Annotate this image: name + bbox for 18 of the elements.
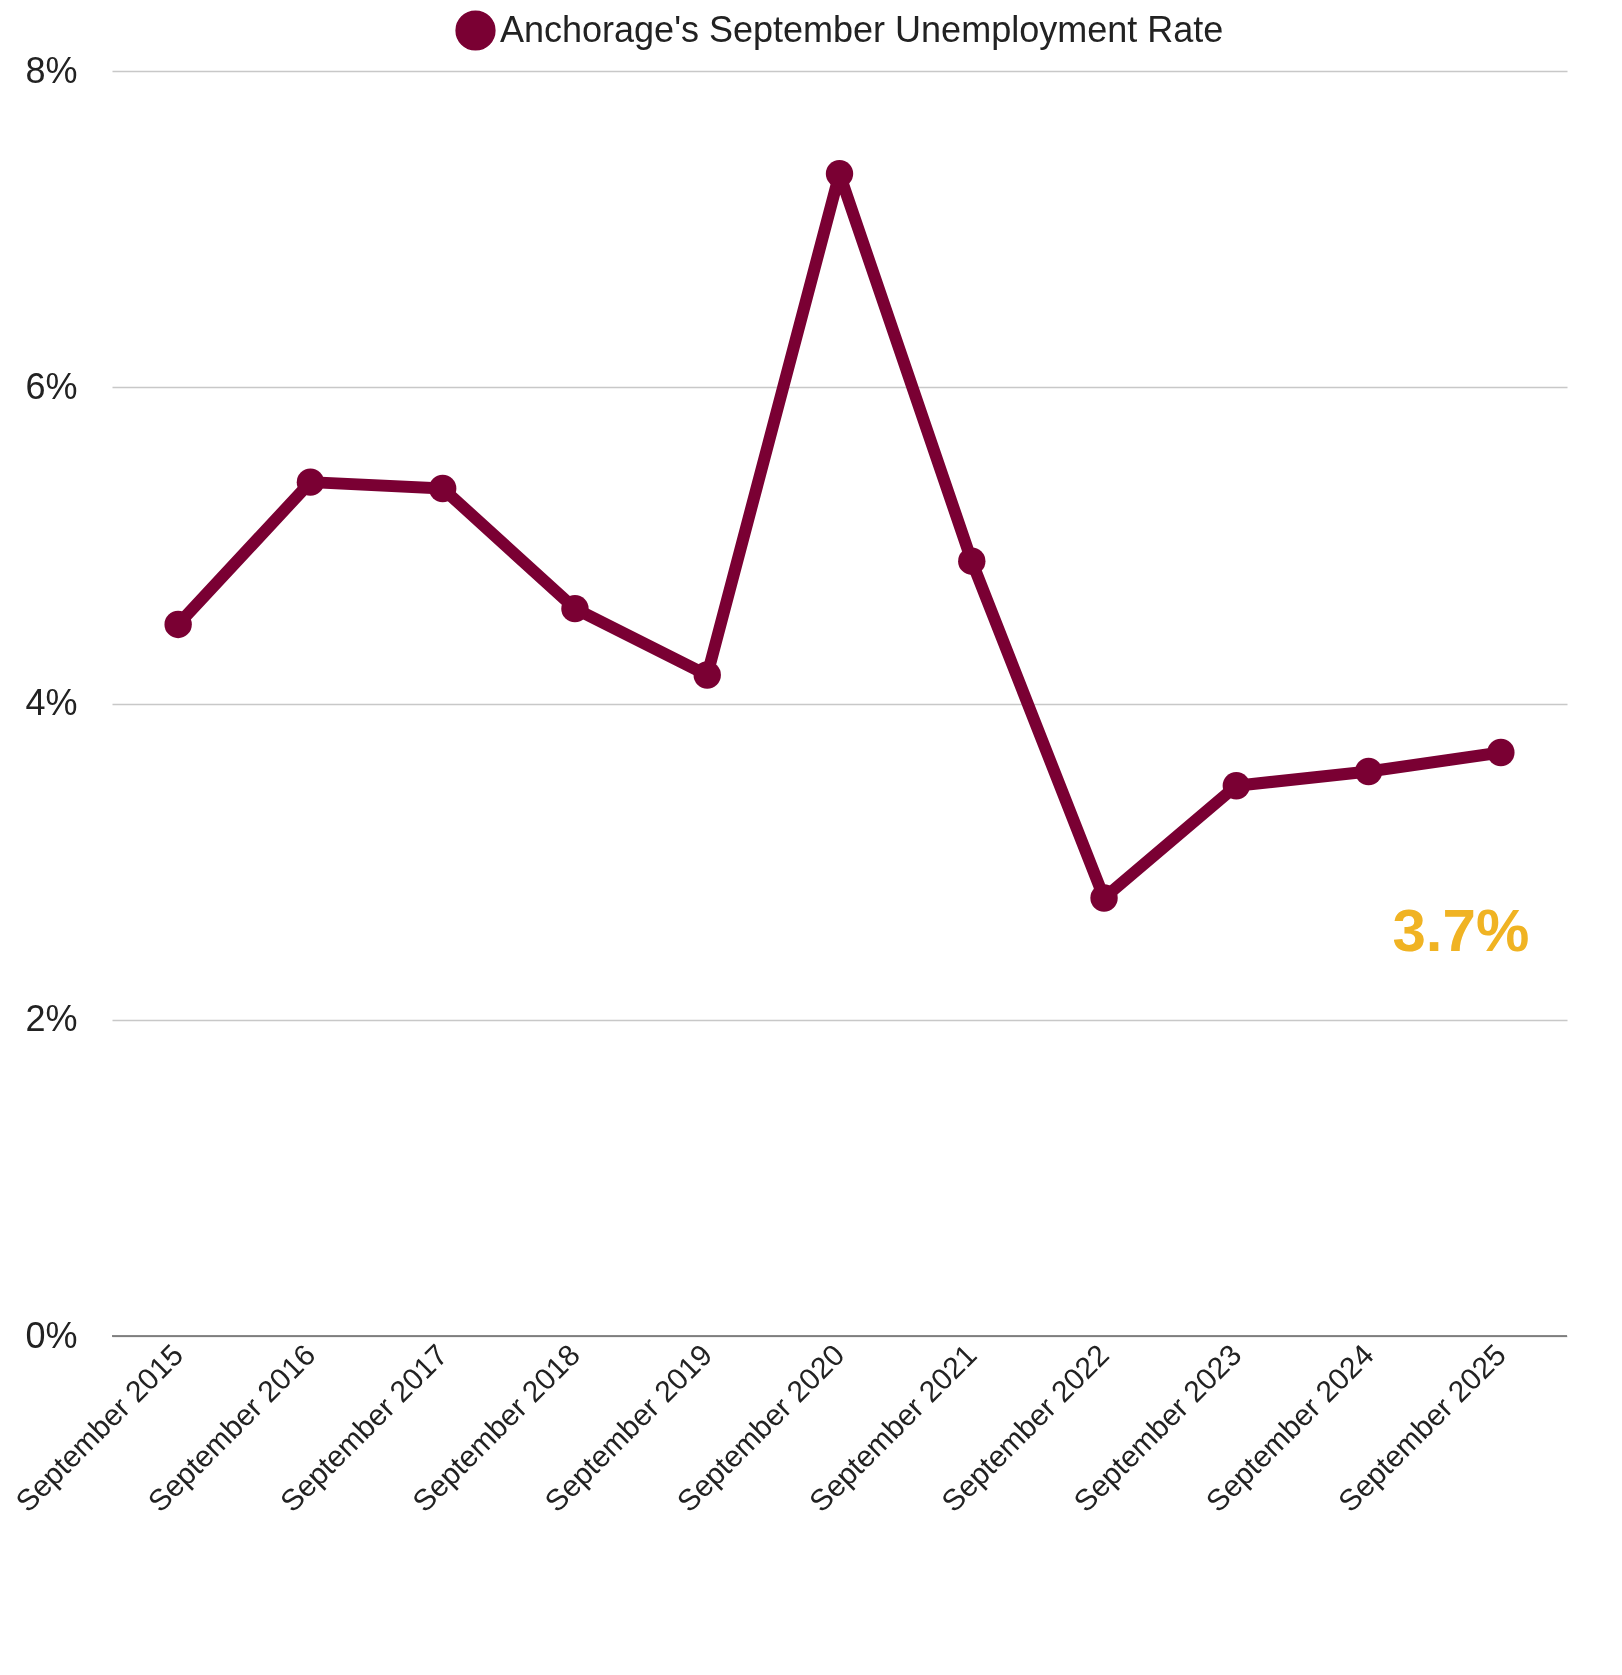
y-tick-label: 2% — [25, 998, 78, 1040]
point — [1487, 738, 1515, 767]
point — [561, 594, 589, 623]
y-tick-label: 8% — [25, 49, 78, 91]
point — [428, 474, 457, 503]
y-tick-label: 0% — [25, 1314, 78, 1356]
point — [825, 160, 854, 188]
point — [296, 468, 325, 496]
point — [958, 547, 986, 575]
point — [693, 661, 721, 689]
legend-label: Anchorage's September Unemployment Rate — [500, 8, 1224, 50]
point — [164, 610, 192, 639]
y-tick-label: 6% — [25, 365, 78, 407]
y-tick-label: 4% — [25, 682, 78, 723]
data-label: 3.7% — [1392, 896, 1530, 964]
point — [1222, 772, 1251, 800]
point — [1090, 884, 1118, 912]
point — [1354, 757, 1383, 786]
